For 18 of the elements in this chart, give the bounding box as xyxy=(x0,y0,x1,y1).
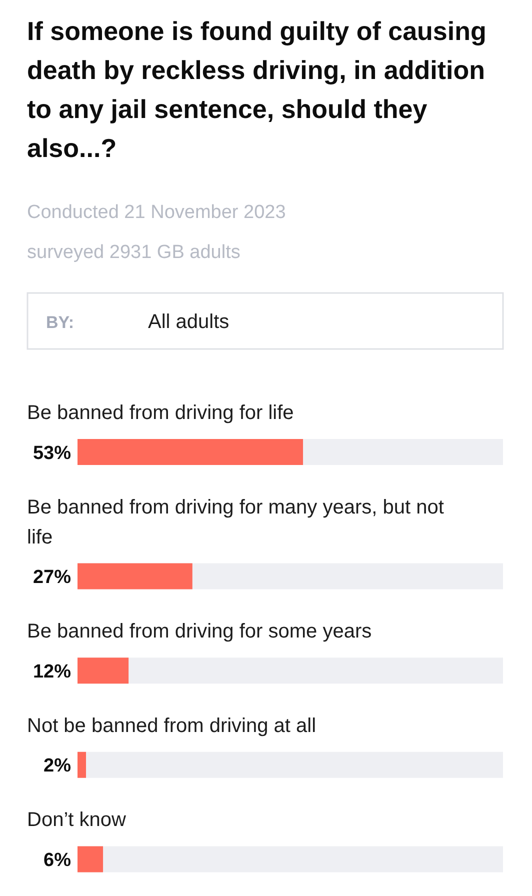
bar xyxy=(78,752,86,778)
y-tick-label: Be banned from driving for many years, but not life xyxy=(27,496,444,548)
y-tick-label: Be banned from driving for life xyxy=(27,402,294,424)
data-label: 6% xyxy=(44,850,72,871)
text: All adults xyxy=(148,311,230,333)
bar xyxy=(78,846,104,872)
chart-subtitle: Conducted 21 November 2023 xyxy=(27,202,286,223)
text: BY: xyxy=(46,313,74,332)
data-label: 27% xyxy=(32,567,72,588)
bar xyxy=(78,658,129,684)
y-tick-label: Be banned from driving for some years xyxy=(27,620,372,643)
y-tick-label: Not be banned from driving at all xyxy=(27,714,316,737)
data-label: 12% xyxy=(32,661,72,682)
data-label: 53% xyxy=(32,442,72,464)
y-tick-label: Don’t know xyxy=(27,809,126,832)
data-label: 2% xyxy=(44,756,72,777)
text: surveyed 2931 GB adults xyxy=(27,242,240,263)
chart-title: If someone is found guilty of causing death by reckless driving, in addition to any jail sentence, should they also...? xyxy=(27,16,486,163)
